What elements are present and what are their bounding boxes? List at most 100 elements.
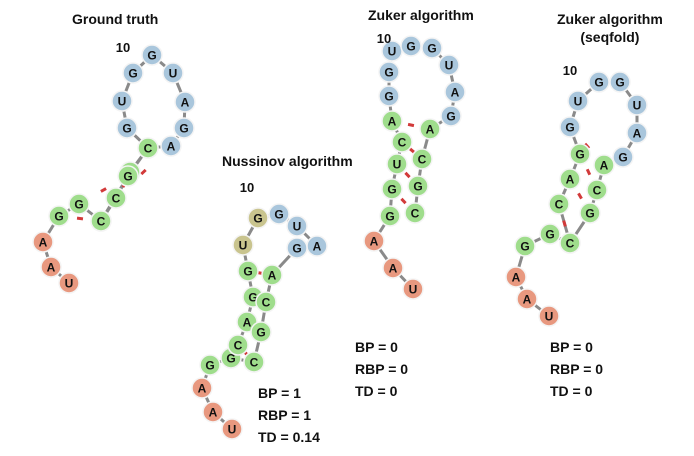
nucleotide: G	[569, 143, 591, 165]
nucleotide-letter: C	[97, 214, 106, 228]
stat-rbp: RBP = 0	[550, 361, 604, 377]
nucleotide-circle	[243, 351, 265, 373]
nucleotide: C	[548, 193, 570, 215]
nucleotide-letter: A	[523, 292, 532, 306]
nucleotide-circle	[593, 154, 615, 176]
nucleotide-letter: G	[274, 207, 283, 221]
nucleotide: G	[378, 85, 400, 107]
nucleotide-circle	[162, 62, 184, 84]
stat-td: TD = 0.14	[258, 429, 320, 445]
nucleotide-circle	[538, 305, 560, 327]
nucleotide-letter: G	[427, 41, 436, 55]
nucleotide: A	[306, 235, 328, 257]
nucleotide: U	[286, 215, 308, 237]
nucleotide-letter: A	[451, 85, 460, 99]
nucleotide-circle	[105, 187, 127, 209]
nucleotide-letter: G	[226, 351, 235, 365]
nucleotide: U	[386, 153, 408, 175]
base-pair-bond	[562, 220, 567, 227]
nucleotide-letter: G	[520, 239, 529, 253]
nucleotide-letter: U	[545, 309, 554, 323]
nucleotide-letter: A	[512, 270, 521, 284]
nucleotide-letter: A	[633, 126, 642, 140]
nucleotide-circle	[122, 62, 144, 84]
nucleotide: A	[381, 110, 403, 132]
nucleotide-letter: U	[293, 219, 302, 233]
subtitle-zuker-seqfold: (seqfold)	[580, 29, 640, 45]
nucleotide: G	[378, 61, 400, 83]
nucleotide-circle	[514, 235, 536, 257]
nucleotide-circle	[516, 288, 538, 310]
nucleotide-letter: U	[574, 94, 583, 108]
nucleotide: C	[404, 202, 426, 224]
nucleotide: A	[32, 231, 54, 253]
nucleotide-circle	[32, 231, 54, 253]
nucleotide: G	[286, 237, 308, 259]
nucleotide: A	[40, 256, 62, 278]
nucleotide-circle	[402, 278, 424, 300]
nucleotide-circle	[381, 110, 403, 132]
nucleotide: G	[48, 205, 70, 227]
index-label: 10	[240, 180, 254, 195]
nucleotide-circle	[160, 135, 182, 157]
title-zuker: Zuker algorithm	[368, 7, 474, 23]
nucleotide-letter: G	[406, 39, 415, 53]
nucleotide-letter: G	[74, 197, 83, 211]
nucleotide: G	[421, 37, 443, 59]
nucleotide-letter: U	[409, 282, 418, 296]
nucleotide: C	[105, 187, 127, 209]
nucleotide-letter: G	[248, 290, 257, 304]
nucleotide-letter: C	[250, 355, 259, 369]
nucleotide-letter: U	[228, 422, 237, 436]
nucleotide: A	[202, 401, 224, 423]
nucleotide-letter: C	[112, 191, 121, 205]
nucleotide: G	[559, 116, 581, 138]
nucleotide-letter: A	[181, 95, 190, 109]
title-zuker-seqfold: Zuker algorithm (seqfold)	[557, 11, 663, 45]
title-nussinov: Nussinov algorithm	[222, 153, 353, 169]
nucleotide-letter: G	[384, 65, 393, 79]
nucleotide-circle	[381, 178, 403, 200]
stat-rbp: RBP = 1	[258, 407, 312, 423]
nucleotide: A	[516, 288, 538, 310]
nucleotide-circle	[386, 153, 408, 175]
nucleotide-letter: U	[65, 276, 74, 290]
index-label: 10	[563, 63, 577, 78]
nucleotide-circle	[40, 256, 62, 278]
nucleotide-letter: G	[385, 209, 394, 223]
nucleotide: U	[232, 234, 254, 256]
stat-bp: BP = 0	[550, 339, 593, 355]
nucleotide-circle	[221, 418, 243, 440]
nucleotide: A	[419, 118, 441, 140]
nucleotide-letter: A	[198, 381, 207, 395]
nucleotide-letter: U	[169, 66, 178, 80]
nucleotide-circle	[137, 137, 159, 159]
base-pair-bond	[400, 197, 407, 205]
nucleotide-circle	[569, 143, 591, 165]
nucleotide-letter: G	[256, 325, 265, 339]
nucleotide: C	[559, 232, 581, 254]
nucleotide: G	[539, 223, 561, 245]
nucleotide-circle	[232, 234, 254, 256]
nucleotide: G	[381, 178, 403, 200]
nucleotide-letter: C	[262, 295, 271, 309]
nucleotide: U	[221, 418, 243, 440]
nucleotide-letter: G	[545, 227, 554, 241]
nucleotide: G	[612, 146, 634, 168]
nucleotide-letter: U	[445, 58, 454, 72]
nucleotide-letter: C	[593, 183, 602, 197]
nucleotide-letter: A	[268, 268, 277, 282]
nucleotide-circle	[586, 179, 608, 201]
nucleotide-letter: G	[615, 75, 624, 89]
nucleotide-circle	[400, 35, 422, 57]
nucleotide-circle	[191, 377, 213, 399]
nucleotide: G	[117, 165, 139, 187]
nucleotide: G	[237, 260, 259, 282]
stat-td: TD = 0	[355, 383, 398, 399]
nucleotide-circle	[559, 232, 581, 254]
nucleotide-circle	[247, 207, 269, 229]
stat-bp: BP = 0	[355, 339, 398, 355]
